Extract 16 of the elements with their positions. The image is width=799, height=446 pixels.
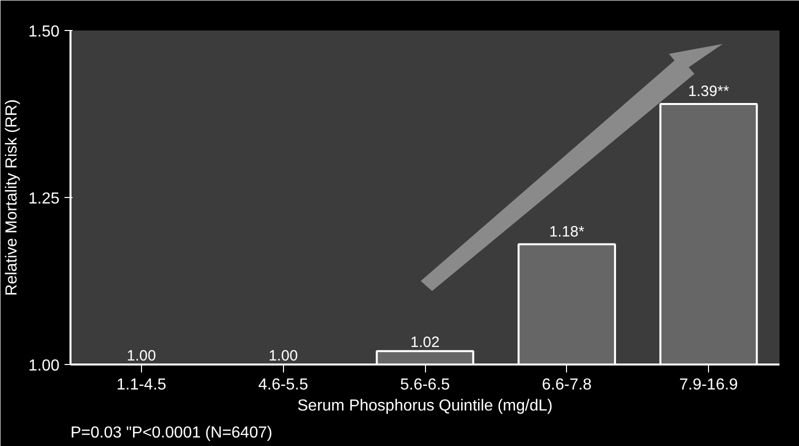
x-tick-label: 4.6-5.5 <box>258 376 308 394</box>
text: P=0.03 "P<0.0001 (N=6407) <box>70 424 272 442</box>
data-label: 1.39** <box>688 82 730 100</box>
data-label: 1.00 <box>126 348 156 364</box>
data-label: 1.00 <box>268 348 298 364</box>
data-label: 1.02 <box>410 334 440 352</box>
x-tick-label: 1.1-4.5 <box>116 376 166 394</box>
y-tick-label: 1.50 <box>28 24 60 40</box>
x-tick-label: 6.6-7.8 <box>542 376 592 394</box>
y-tick-label: 1.00 <box>28 358 60 374</box>
data-label: 1.18* <box>549 223 584 240</box>
y-axis-title: Relative Mortality Risk (RR) <box>3 99 20 296</box>
x-tick-label: 7.9-16.9 <box>679 376 738 394</box>
y-tick-label: 1.25 <box>28 190 60 208</box>
x-tick-label: 5.6-6.5 <box>400 376 450 394</box>
x-axis-title: Serum Phosphorus Quintile (mg/dL) <box>297 398 553 414</box>
